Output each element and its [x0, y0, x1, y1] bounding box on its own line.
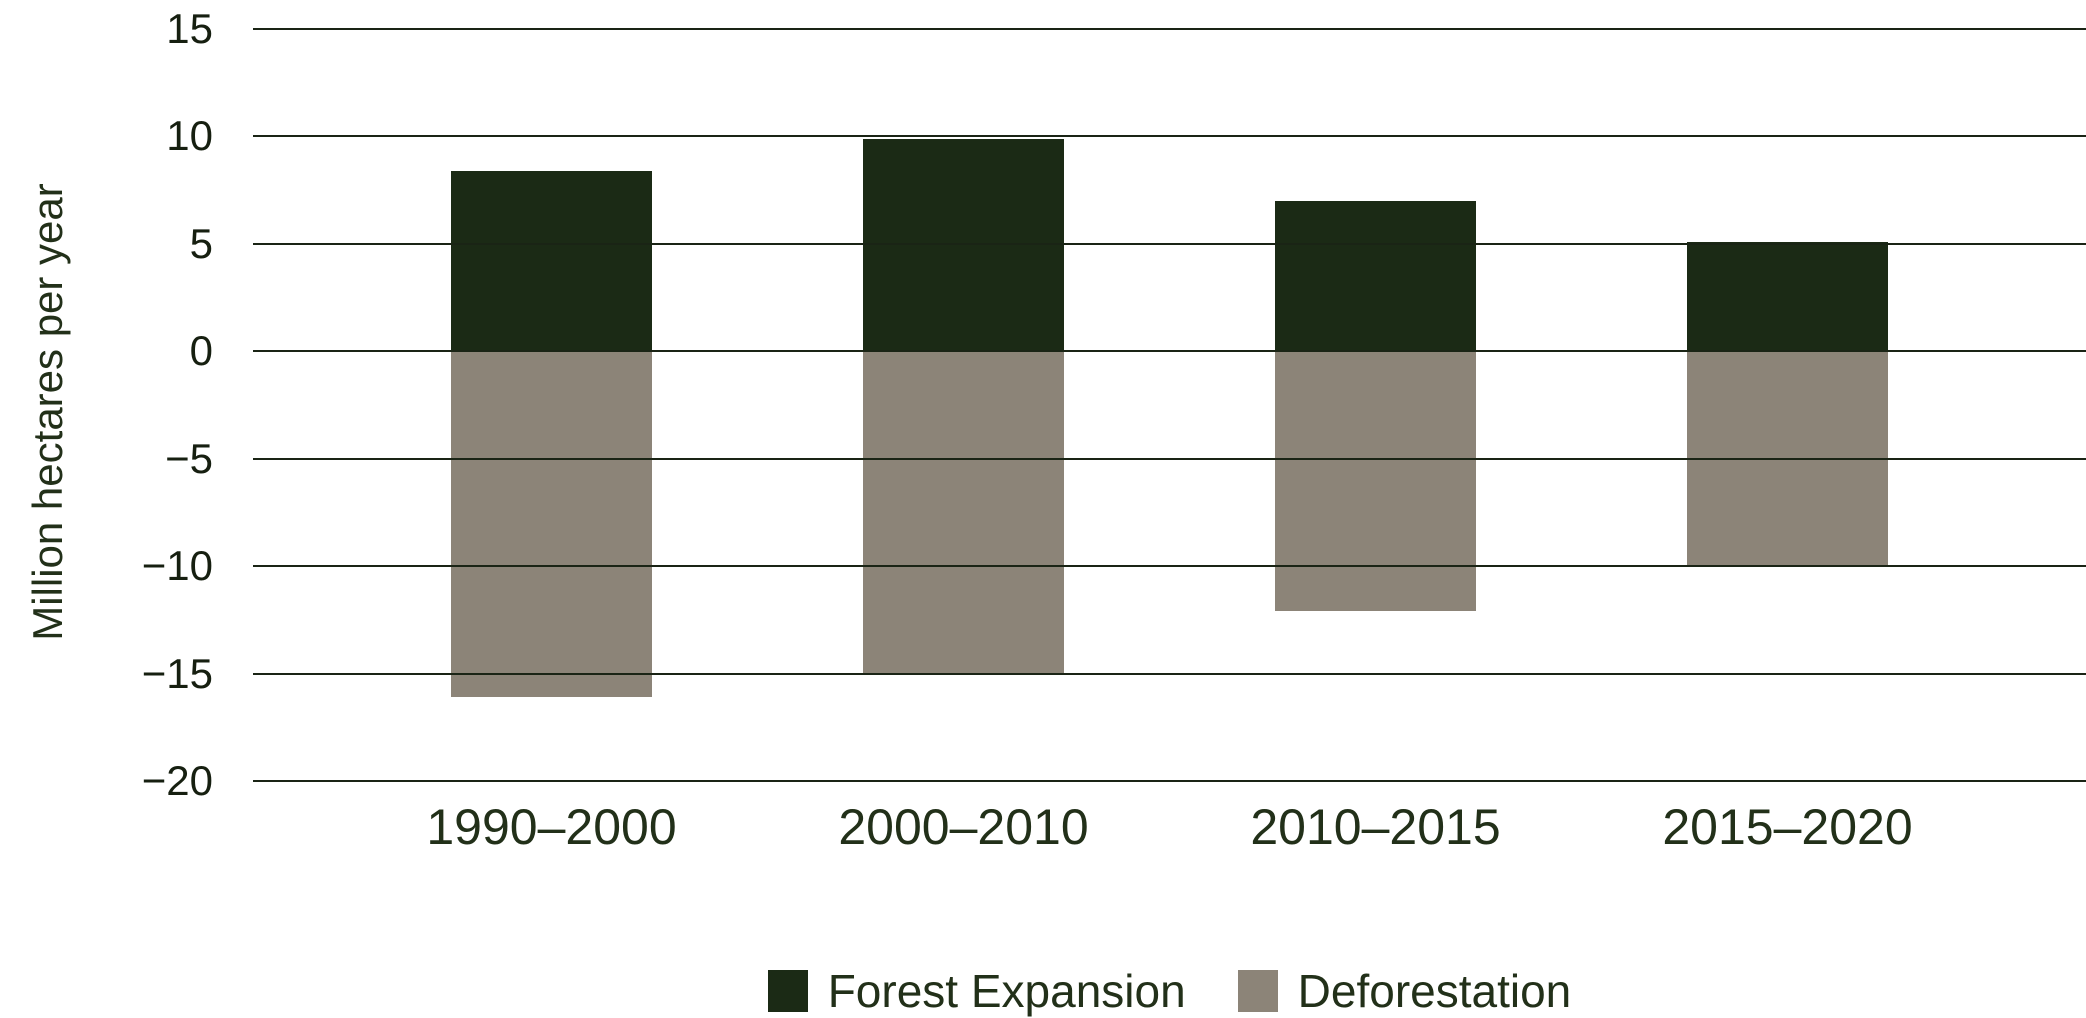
bar-1990-2000-forest-expansion — [451, 170, 652, 352]
bar-2000-2010-deforestation — [863, 351, 1064, 674]
legend-label-deforestation: Deforestation — [1297, 965, 1572, 1017]
gridline-15 — [253, 28, 2086, 30]
x-axis-label-2015-2020: 2015–2020 — [1662, 799, 1913, 855]
bar-1990-2000-deforestation — [451, 351, 652, 698]
bar-2010-2015-deforestation — [1275, 351, 1476, 612]
x-axis-label-1990-2000: 1990–2000 — [426, 799, 677, 855]
gridline--5 — [253, 457, 2086, 460]
gridline-0 — [253, 350, 2086, 353]
y-tick-label--10: −10 — [141, 542, 213, 590]
gridline--15 — [253, 672, 2086, 675]
y-tick-label-15: 15 — [166, 5, 213, 52]
gridline-10 — [253, 135, 2086, 138]
bar-2000-2010-forest-expansion — [863, 138, 1064, 352]
legend-swatch-forest-expansion — [767, 970, 808, 1012]
gridline--20 — [253, 780, 2086, 782]
y-tick-label--15: −15 — [141, 649, 213, 697]
legend-item-forest-expansion: Forest Expansion — [767, 964, 1186, 1018]
legend-swatch-deforestation — [1237, 970, 1278, 1012]
y-tick-label--5: −5 — [165, 434, 213, 482]
x-axis-label-2010-2015: 2010–2015 — [1250, 799, 1501, 855]
y-tick-label-5: 5 — [189, 219, 213, 267]
y-tick-label-0: 0 — [189, 327, 213, 375]
bar-2010-2015-forest-expansion — [1275, 200, 1476, 352]
legend: Forest Expansion Deforestation — [253, 964, 2086, 1018]
x-axis-label-2000-2010: 2000–2010 — [838, 799, 1089, 855]
y-tick-label-10: 10 — [166, 112, 213, 160]
gridline-5 — [253, 242, 2086, 245]
legend-label-forest-expansion: Forest Expansion — [827, 965, 1186, 1017]
legend-item-deforestation: Deforestation — [1237, 964, 1572, 1018]
bar-2015-2020-forest-expansion — [1687, 241, 1888, 352]
plot-area: 15 10 5 0 −5 −10 −15 −20 — [142, 5, 2086, 804]
y-tick-label--20: −20 — [141, 757, 213, 804]
x-axis-labels: 1990–2000 2000–2010 2010–2015 2015–2020 — [253, 798, 2086, 858]
gridline--10 — [253, 565, 2086, 568]
